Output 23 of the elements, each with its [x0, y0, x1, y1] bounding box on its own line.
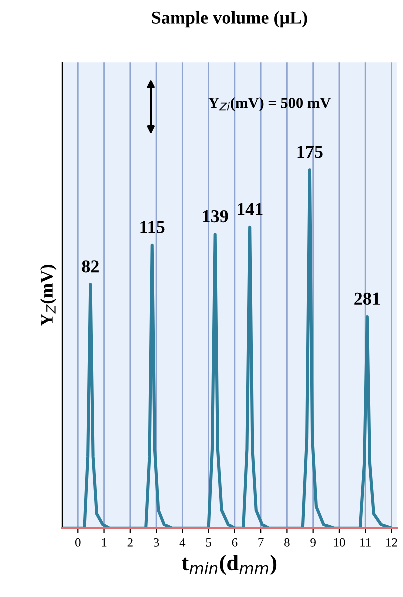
x-tick-label: 10 — [334, 538, 346, 547]
text: Y$_{Zi}$(mV) = 500 mV — [208, 98, 332, 112]
y-axis-title: Y$_{Z}$(mV) — [40, 265, 57, 326]
x-tick-label: 9 — [310, 538, 316, 547]
x-tick-label: 2 — [128, 538, 133, 547]
annotation: 82 — [82, 260, 99, 273]
x-tick-label: 11 — [360, 538, 371, 547]
annotation: 139 — [203, 210, 228, 223]
annotation: 115 — [140, 221, 165, 234]
x-tick-label: 4 — [180, 538, 186, 547]
x-tick-label: 6 — [232, 538, 238, 547]
x-tick-label: 0 — [75, 538, 81, 547]
annotation: 141 — [238, 203, 263, 216]
x-tick-label: 1 — [102, 538, 107, 547]
chart-title: Sample volume (μL) — [152, 11, 308, 28]
x-tick-label: 8 — [284, 538, 290, 547]
x-tick-label: 12 — [386, 538, 398, 547]
x-tick-label: 5 — [206, 538, 212, 547]
annotation: 281 — [354, 292, 380, 306]
annotation: 175 — [298, 146, 323, 158]
x-tick-label: 7 — [258, 538, 264, 547]
x-tick-label: 3 — [154, 538, 160, 547]
x-axis-title: t$_{min}$(d$_{mm}$) — [182, 554, 277, 576]
